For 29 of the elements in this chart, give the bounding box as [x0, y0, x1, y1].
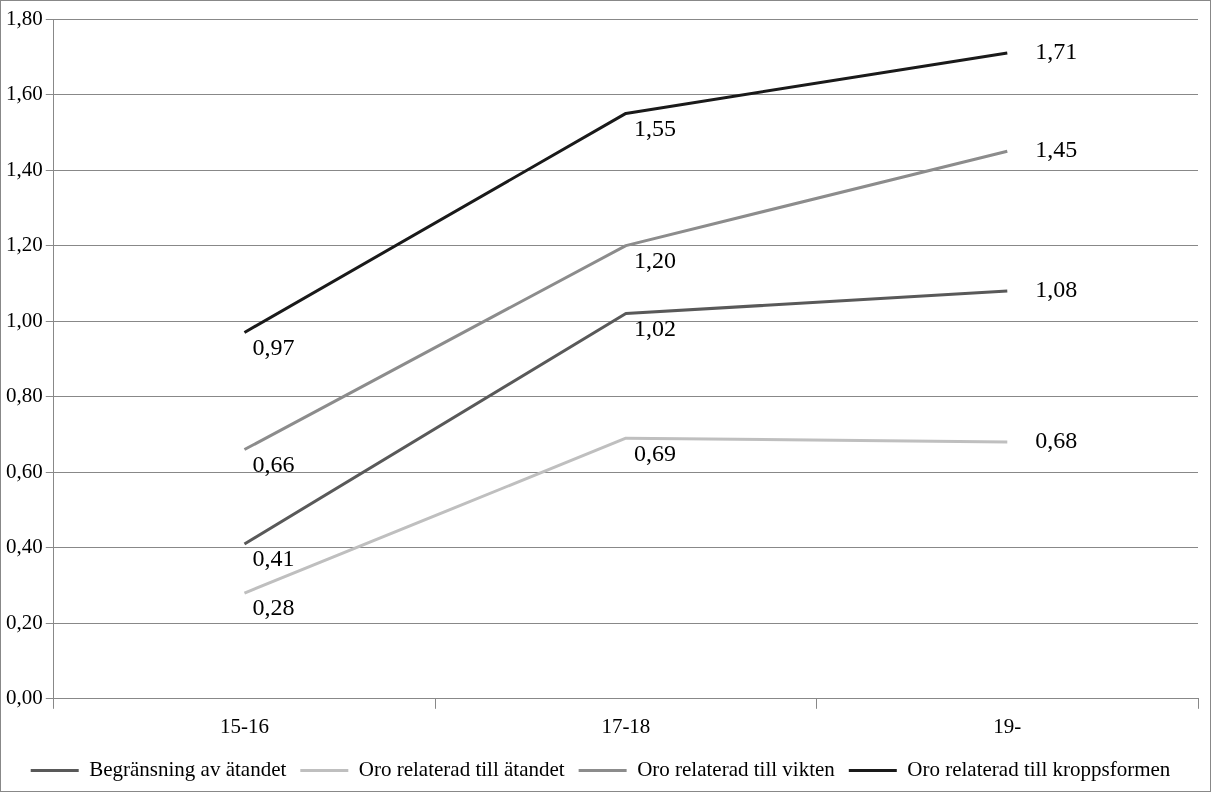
y-tick-label: 1,20 [6, 232, 43, 257]
data-label: 0,97 [252, 333, 295, 360]
data-label: 1,08 [1035, 276, 1078, 303]
y-tick-label: 1,60 [6, 81, 43, 106]
y-tick-label: 0,80 [6, 383, 43, 408]
data-label: 0,66 [252, 450, 295, 477]
x-tick-label: 19- [993, 713, 1022, 738]
data-label: 1,55 [633, 114, 676, 141]
y-tick-label: 1,40 [6, 156, 43, 181]
x-tick-label: 15-16 [219, 713, 269, 738]
data-label: 0,68 [1035, 427, 1078, 454]
x-tick-label: 17-18 [601, 713, 651, 738]
data-label: 0,41 [252, 545, 295, 572]
data-label: 0,69 [633, 439, 676, 466]
data-label: 1,02 [633, 314, 676, 341]
data-label: 1,45 [1035, 136, 1078, 163]
y-tick-label: 0,20 [6, 609, 43, 634]
data-label: 1,71 [1035, 38, 1078, 65]
y-tick-label: 0,40 [6, 534, 43, 559]
y-tick-label: 0,60 [6, 458, 43, 483]
data-label: 1,20 [633, 246, 676, 273]
legend-label: Oro relaterad till vikten [637, 757, 836, 782]
y-tick-label: 1,80 [6, 5, 43, 30]
legend-label: Begränsning av ätandet [89, 757, 287, 782]
y-tick-label: 1,00 [6, 307, 43, 332]
legend-label: Oro relaterad till ätandet [358, 757, 565, 782]
legend-label: Oro relaterad till kroppsformen [907, 757, 1171, 782]
data-label: 0,28 [252, 594, 295, 621]
y-tick-label: 0,00 [6, 685, 43, 710]
